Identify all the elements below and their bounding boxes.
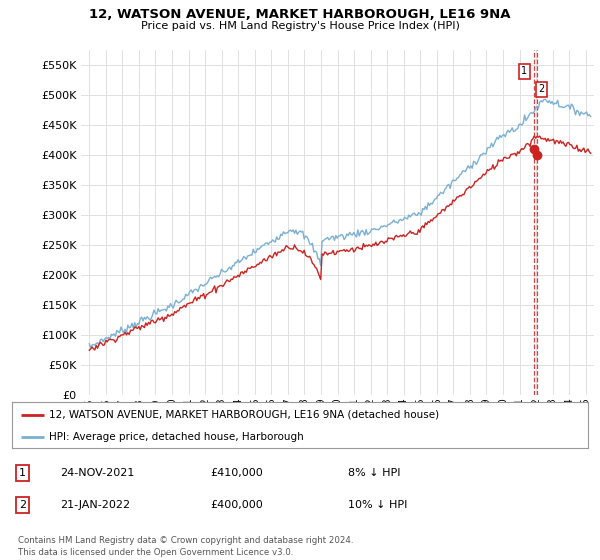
Text: 8% ↓ HPI: 8% ↓ HPI xyxy=(348,468,401,478)
Text: Price paid vs. HM Land Registry's House Price Index (HPI): Price paid vs. HM Land Registry's House … xyxy=(140,21,460,31)
Text: 2: 2 xyxy=(538,85,545,94)
Text: 2: 2 xyxy=(19,500,26,510)
Text: 1: 1 xyxy=(521,67,527,76)
Text: 12, WATSON AVENUE, MARKET HARBOROUGH, LE16 9NA (detached house): 12, WATSON AVENUE, MARKET HARBOROUGH, LE… xyxy=(49,410,440,420)
Text: £410,000: £410,000 xyxy=(210,468,263,478)
Text: 24-NOV-2021: 24-NOV-2021 xyxy=(60,468,134,478)
Text: £400,000: £400,000 xyxy=(210,500,263,510)
Text: Contains HM Land Registry data © Crown copyright and database right 2024.
This d: Contains HM Land Registry data © Crown c… xyxy=(18,536,353,557)
Text: 1: 1 xyxy=(19,468,26,478)
Text: 12, WATSON AVENUE, MARKET HARBOROUGH, LE16 9NA: 12, WATSON AVENUE, MARKET HARBOROUGH, LE… xyxy=(89,8,511,21)
Text: 21-JAN-2022: 21-JAN-2022 xyxy=(60,500,130,510)
Text: HPI: Average price, detached house, Harborough: HPI: Average price, detached house, Harb… xyxy=(49,432,304,441)
Text: 10% ↓ HPI: 10% ↓ HPI xyxy=(348,500,407,510)
